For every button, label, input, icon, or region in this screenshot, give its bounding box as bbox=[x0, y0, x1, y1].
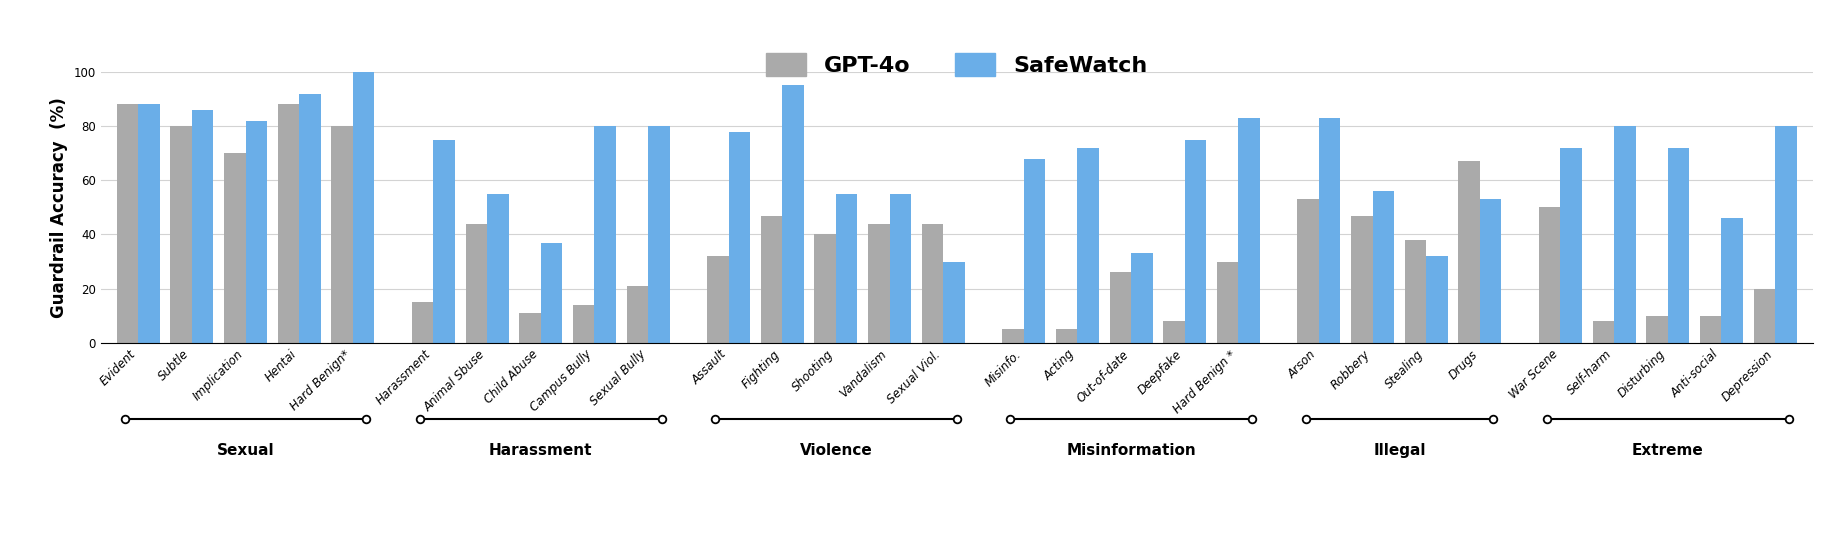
Bar bbox=[278, 105, 298, 343]
Bar bbox=[1318, 118, 1340, 343]
Bar bbox=[1351, 216, 1372, 343]
Text: Violence: Violence bbox=[800, 443, 871, 458]
Bar bbox=[1667, 148, 1689, 343]
Bar bbox=[706, 256, 728, 343]
Bar bbox=[1645, 316, 1667, 343]
Bar bbox=[465, 223, 487, 343]
Bar bbox=[1372, 191, 1393, 343]
Text: Extreme: Extreme bbox=[1631, 443, 1702, 458]
Bar bbox=[626, 286, 648, 343]
Y-axis label: Guardrail Accuracy  (%): Guardrail Accuracy (%) bbox=[49, 97, 68, 318]
Bar bbox=[139, 105, 159, 343]
Bar bbox=[573, 305, 595, 343]
Bar bbox=[942, 262, 964, 343]
Bar bbox=[170, 126, 192, 343]
Bar bbox=[434, 139, 454, 343]
Bar bbox=[1720, 218, 1742, 343]
Bar bbox=[1404, 240, 1426, 343]
Bar bbox=[1773, 126, 1795, 343]
Bar bbox=[1539, 207, 1559, 343]
Bar bbox=[761, 216, 781, 343]
Bar bbox=[540, 243, 562, 343]
Bar bbox=[1023, 159, 1045, 343]
Bar bbox=[353, 72, 373, 343]
Bar bbox=[814, 234, 836, 343]
Bar bbox=[331, 126, 353, 343]
Bar bbox=[1001, 330, 1023, 343]
Bar bbox=[1056, 330, 1076, 343]
Bar bbox=[1559, 148, 1581, 343]
Bar bbox=[192, 110, 214, 343]
Bar bbox=[1426, 256, 1448, 343]
Bar bbox=[245, 121, 267, 343]
Bar bbox=[920, 223, 942, 343]
Bar bbox=[867, 223, 889, 343]
Bar bbox=[781, 85, 803, 343]
Bar bbox=[1698, 316, 1720, 343]
Bar bbox=[223, 153, 245, 343]
Bar bbox=[1131, 253, 1151, 343]
Legend: GPT-4o, SafeWatch: GPT-4o, SafeWatch bbox=[754, 43, 1158, 87]
Bar bbox=[1109, 273, 1131, 343]
Bar bbox=[1614, 126, 1634, 343]
Bar bbox=[1217, 262, 1237, 343]
Bar bbox=[1184, 139, 1206, 343]
Bar bbox=[1479, 199, 1501, 343]
Bar bbox=[728, 132, 750, 343]
Text: Misinformation: Misinformation bbox=[1065, 443, 1195, 458]
Bar bbox=[1592, 321, 1614, 343]
Bar bbox=[1162, 321, 1184, 343]
Bar bbox=[487, 194, 509, 343]
Bar bbox=[1297, 199, 1318, 343]
Text: Illegal: Illegal bbox=[1372, 443, 1426, 458]
Bar bbox=[1076, 148, 1098, 343]
Bar bbox=[520, 313, 540, 343]
Bar bbox=[889, 194, 911, 343]
Bar bbox=[595, 126, 615, 343]
Text: Harassment: Harassment bbox=[489, 443, 593, 458]
Bar bbox=[1459, 161, 1479, 343]
Bar bbox=[298, 93, 320, 343]
Text: Sexual: Sexual bbox=[216, 443, 274, 458]
Bar bbox=[1237, 118, 1259, 343]
Bar bbox=[117, 105, 139, 343]
Bar bbox=[1753, 289, 1773, 343]
Bar bbox=[648, 126, 670, 343]
Bar bbox=[412, 302, 434, 343]
Bar bbox=[836, 194, 856, 343]
